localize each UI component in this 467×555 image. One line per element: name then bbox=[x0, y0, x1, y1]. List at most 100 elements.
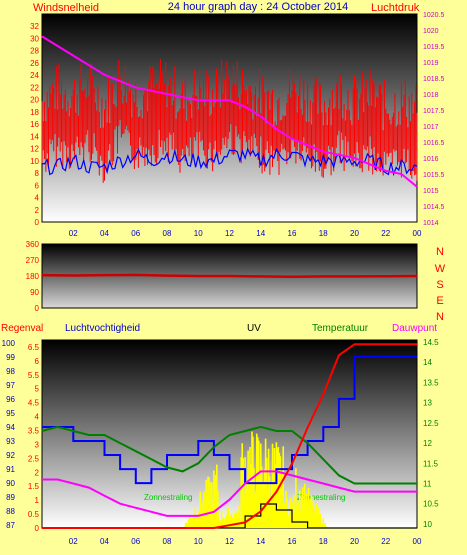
direction-label-N-4: N bbox=[436, 311, 444, 323]
rain-series bbox=[42, 343, 417, 529]
lower-x-tick-06: 06 bbox=[131, 537, 140, 546]
humidity-y-tick-93: 93 bbox=[6, 437, 15, 446]
humidity-y-tick-100: 100 bbox=[2, 339, 16, 348]
wind-x-tick-12: 12 bbox=[225, 229, 234, 238]
temperature-y-tick-11.5: 11.5 bbox=[423, 459, 439, 468]
humidity-y-tick-96: 96 bbox=[6, 395, 15, 404]
pressure-y-tick-1015.5: 1015.5 bbox=[423, 172, 445, 179]
wind-y-tick-8: 8 bbox=[35, 169, 40, 178]
humidity-y-tick-98: 98 bbox=[6, 367, 15, 376]
temperature-y-tick-14.5: 14.5 bbox=[423, 338, 439, 347]
humidity-y-tick-97: 97 bbox=[6, 381, 15, 390]
pressure-y-tick-1017: 1017 bbox=[423, 124, 439, 131]
wind-y-tick-24: 24 bbox=[30, 71, 39, 80]
pressure-y-tick-1020: 1020 bbox=[423, 28, 439, 35]
wind-y-tick-26: 26 bbox=[30, 59, 39, 68]
direction-y-tick-180: 180 bbox=[26, 272, 40, 281]
wind-y-tick-12: 12 bbox=[30, 145, 39, 154]
wind-y-tick-16: 16 bbox=[30, 120, 39, 129]
solar-annotation-1: Zonnestraling bbox=[144, 493, 192, 502]
temperature-y-tick-10.5: 10.5 bbox=[423, 500, 439, 509]
humidity-label: Luchtvochtigheid bbox=[65, 323, 140, 334]
wind-y-tick-18: 18 bbox=[30, 108, 39, 117]
pressure-y-tick-1020.5: 1020.5 bbox=[423, 12, 445, 19]
lower-x-tick-10: 10 bbox=[194, 537, 203, 546]
humidity-y-tick-92: 92 bbox=[6, 451, 15, 460]
pressure-y-tick-1016.5: 1016.5 bbox=[423, 140, 445, 147]
solar-annotation-2: Zonnestraling bbox=[297, 493, 345, 502]
wind-y-tick-10: 10 bbox=[30, 157, 39, 166]
wind-direction-series bbox=[41, 273, 418, 278]
wind-x-tick-20: 20 bbox=[350, 229, 359, 238]
right-axis-title: Luchtdruk bbox=[371, 2, 420, 14]
wind-average-series bbox=[41, 147, 418, 177]
lower-x-tick-20: 20 bbox=[350, 537, 359, 546]
rain-y-tick-6: 6 bbox=[35, 357, 40, 366]
pressure-y-tick-1016: 1016 bbox=[423, 156, 439, 163]
lower-x-tick-08: 08 bbox=[163, 537, 172, 546]
temperature-y-tick-12.5: 12.5 bbox=[423, 419, 439, 428]
left-axis-title: Windsnelheid bbox=[33, 2, 99, 14]
humidity-y-tick-95: 95 bbox=[6, 409, 15, 418]
wind-x-tick-10: 10 bbox=[194, 229, 203, 238]
rain-y-tick-4: 4 bbox=[35, 413, 40, 422]
wind-x-tick-22: 22 bbox=[381, 229, 390, 238]
wind-y-tick-0: 0 bbox=[35, 218, 40, 227]
pressure-y-tick-1015: 1015 bbox=[423, 188, 439, 195]
rain-y-tick-2.5: 2.5 bbox=[28, 454, 40, 463]
chart-title: 24 hour graph day : 24 October 2014 bbox=[168, 1, 348, 13]
temperature-label: Temperatuur bbox=[312, 323, 369, 334]
pressure-y-tick-1018.5: 1018.5 bbox=[423, 76, 445, 83]
lower-x-tick-04: 04 bbox=[100, 537, 109, 546]
lower-x-tick-18: 18 bbox=[319, 537, 328, 546]
pressure-y-tick-1018: 1018 bbox=[423, 92, 439, 99]
humidity-series bbox=[42, 355, 417, 485]
wind-x-tick-16: 16 bbox=[288, 229, 297, 238]
direction-label-S-2: S bbox=[436, 279, 443, 291]
wind-y-tick-2: 2 bbox=[35, 206, 40, 215]
humidity-y-tick-94: 94 bbox=[6, 423, 15, 432]
rain-y-tick-6.5: 6.5 bbox=[28, 343, 40, 352]
rain-y-tick-3.5: 3.5 bbox=[28, 427, 40, 436]
pressure-y-tick-1017.5: 1017.5 bbox=[423, 108, 445, 115]
humidity-y-tick-89: 89 bbox=[6, 493, 15, 502]
wind-x-tick-14: 14 bbox=[256, 229, 265, 238]
direction-y-tick-90: 90 bbox=[30, 288, 39, 297]
lower-x-tick-16: 16 bbox=[288, 537, 297, 546]
wind-y-tick-22: 22 bbox=[30, 83, 39, 92]
wind-y-tick-32: 32 bbox=[30, 22, 39, 31]
lower-x-tick-14: 14 bbox=[256, 537, 265, 546]
wind-x-tick-08: 08 bbox=[163, 229, 172, 238]
direction-y-tick-0: 0 bbox=[35, 304, 40, 313]
direction-label-E-3: E bbox=[436, 295, 443, 307]
rain-y-tick-0.5: 0.5 bbox=[28, 510, 40, 519]
rain-y-tick-1.5: 1.5 bbox=[28, 482, 40, 491]
wind-x-tick-02: 02 bbox=[69, 229, 78, 238]
wind-y-tick-30: 30 bbox=[30, 34, 39, 43]
temperature-y-tick-10: 10 bbox=[423, 520, 432, 529]
dewpoint-label: Dauwpunt bbox=[392, 323, 437, 334]
lower-x-tick-00: 00 bbox=[413, 537, 422, 546]
wind-y-tick-28: 28 bbox=[30, 47, 39, 56]
pressure-series bbox=[41, 35, 418, 188]
humidity-y-tick-88: 88 bbox=[6, 507, 15, 516]
lower-x-tick-12: 12 bbox=[225, 537, 234, 546]
temperature-y-tick-11: 11 bbox=[423, 480, 432, 489]
uv-label: UV bbox=[247, 323, 261, 334]
wind-x-tick-06: 06 bbox=[131, 229, 140, 238]
rain-y-tick-3: 3 bbox=[35, 440, 40, 449]
wind-x-tick-18: 18 bbox=[319, 229, 328, 238]
temperature-y-tick-13.5: 13.5 bbox=[423, 378, 439, 387]
wind-y-tick-14: 14 bbox=[30, 132, 39, 141]
rain-y-tick-5: 5 bbox=[35, 385, 40, 394]
wind-gust-series bbox=[41, 59, 418, 183]
pressure-y-tick-1014.5: 1014.5 bbox=[423, 204, 445, 211]
pressure-y-tick-1014: 1014 bbox=[423, 220, 439, 227]
lower-x-tick-02: 02 bbox=[69, 537, 78, 546]
rain-y-tick-0: 0 bbox=[35, 524, 40, 533]
rain-y-tick-1: 1 bbox=[35, 496, 40, 505]
wind-y-tick-6: 6 bbox=[35, 181, 40, 190]
temperature-y-tick-13: 13 bbox=[423, 399, 432, 408]
humidity-y-tick-87: 87 bbox=[6, 521, 15, 530]
rain-label: Regenval bbox=[1, 323, 43, 334]
